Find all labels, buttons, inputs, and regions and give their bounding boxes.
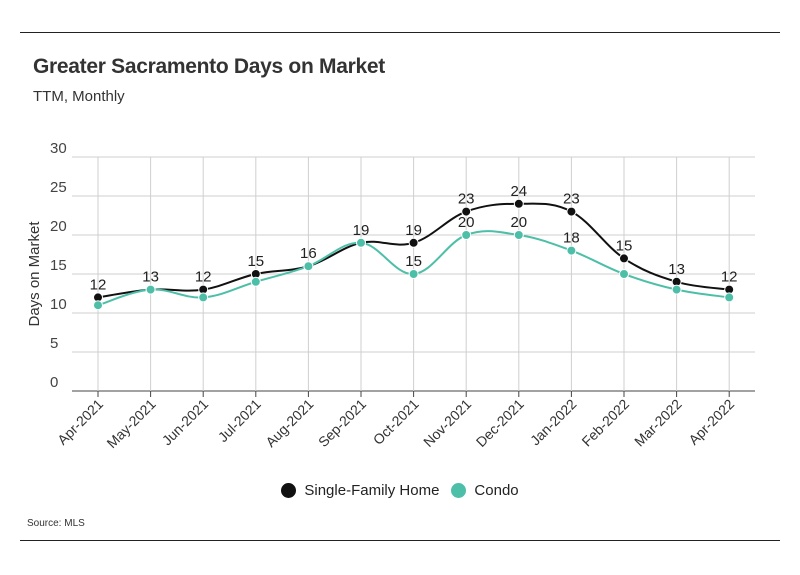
source-note: Source: MLS [27,518,85,529]
point-condo [724,292,735,303]
data-label-condo: 18 [563,230,580,247]
data-label-sfh: 19 [405,222,422,239]
x-tick-label: Aug-2021 [262,396,316,450]
point-condo [461,230,472,240]
data-label-sfh: 12 [721,269,738,286]
legend-label-condo: Condo [474,482,519,499]
legend-item-condo[interactable]: Condo [451,482,519,499]
x-tick-label: Apr-2021 [54,396,106,448]
y-tick-label: 30 [50,140,67,157]
point-condo [408,269,419,279]
data-label-sfh: 15 [247,253,264,270]
point-condo [566,245,577,256]
data-label-condo: 20 [510,214,527,231]
x-tick-label: Jun-2021 [159,396,212,449]
top-rule [20,32,780,33]
legend-item-sfh[interactable]: Single-Family Home [281,482,439,499]
y-tick-label: 10 [50,296,67,313]
point-sfh [461,206,472,217]
data-label-sfh: 13 [668,261,685,278]
x-tick-label: May-2021 [103,396,158,451]
data-label-condo: 20 [458,214,475,231]
y-tick-label: 15 [50,257,67,274]
data-label-sfh: 23 [458,191,475,208]
point-condo [671,284,682,295]
legend-swatch-sfh [281,483,297,498]
point-condo [356,237,366,248]
chart-title: Greater Sacramento Days on Market [33,55,385,78]
data-label-sfh: 12 [90,276,107,293]
data-label-sfh: 16 [300,245,317,262]
point-condo [619,269,629,279]
point-sfh [513,198,524,209]
legend-swatch-condo [451,483,467,498]
legend-label-sfh: Single-Family Home [304,482,440,499]
x-tick-label: Mar-2022 [631,396,685,450]
y-tick-label: 0 [50,374,58,391]
data-label-sfh: 15 [616,237,633,254]
point-condo [93,300,103,311]
point-condo [145,284,156,295]
legend: Single-Family Home Condo [0,482,800,499]
point-condo [513,230,524,240]
x-tick-label: Nov-2021 [420,396,474,450]
x-tick-label: Oct-2021 [370,396,422,448]
data-label-sfh: 24 [510,183,527,200]
chart-subtitle: TTM, Monthly [33,88,125,105]
x-tick-label: Dec-2021 [473,396,527,450]
data-label-sfh: 23 [563,191,580,208]
data-label-sfh: 12 [195,269,212,286]
point-condo [303,261,314,272]
point-condo [250,276,261,287]
point-sfh [619,253,629,264]
x-tick-label: Apr-2022 [685,396,737,448]
point-sfh [408,237,419,248]
data-label-sfh: 13 [142,269,159,286]
y-tick-label: 25 [50,179,67,196]
y-tick-label: 5 [50,335,58,352]
x-tick-label: Jan-2022 [527,396,580,449]
y-tick-label: 20 [50,218,67,235]
x-tick-label: Jul-2021 [215,396,264,445]
y-axis-label: Days on Market [26,221,43,327]
x-tick-label: Sep-2021 [315,396,369,450]
data-label-condo: 15 [405,253,422,270]
point-sfh [566,206,577,217]
x-tick-label: Feb-2022 [578,396,632,450]
point-condo [198,292,209,303]
bottom-rule [20,540,780,541]
data-label-sfh: 19 [353,222,370,239]
